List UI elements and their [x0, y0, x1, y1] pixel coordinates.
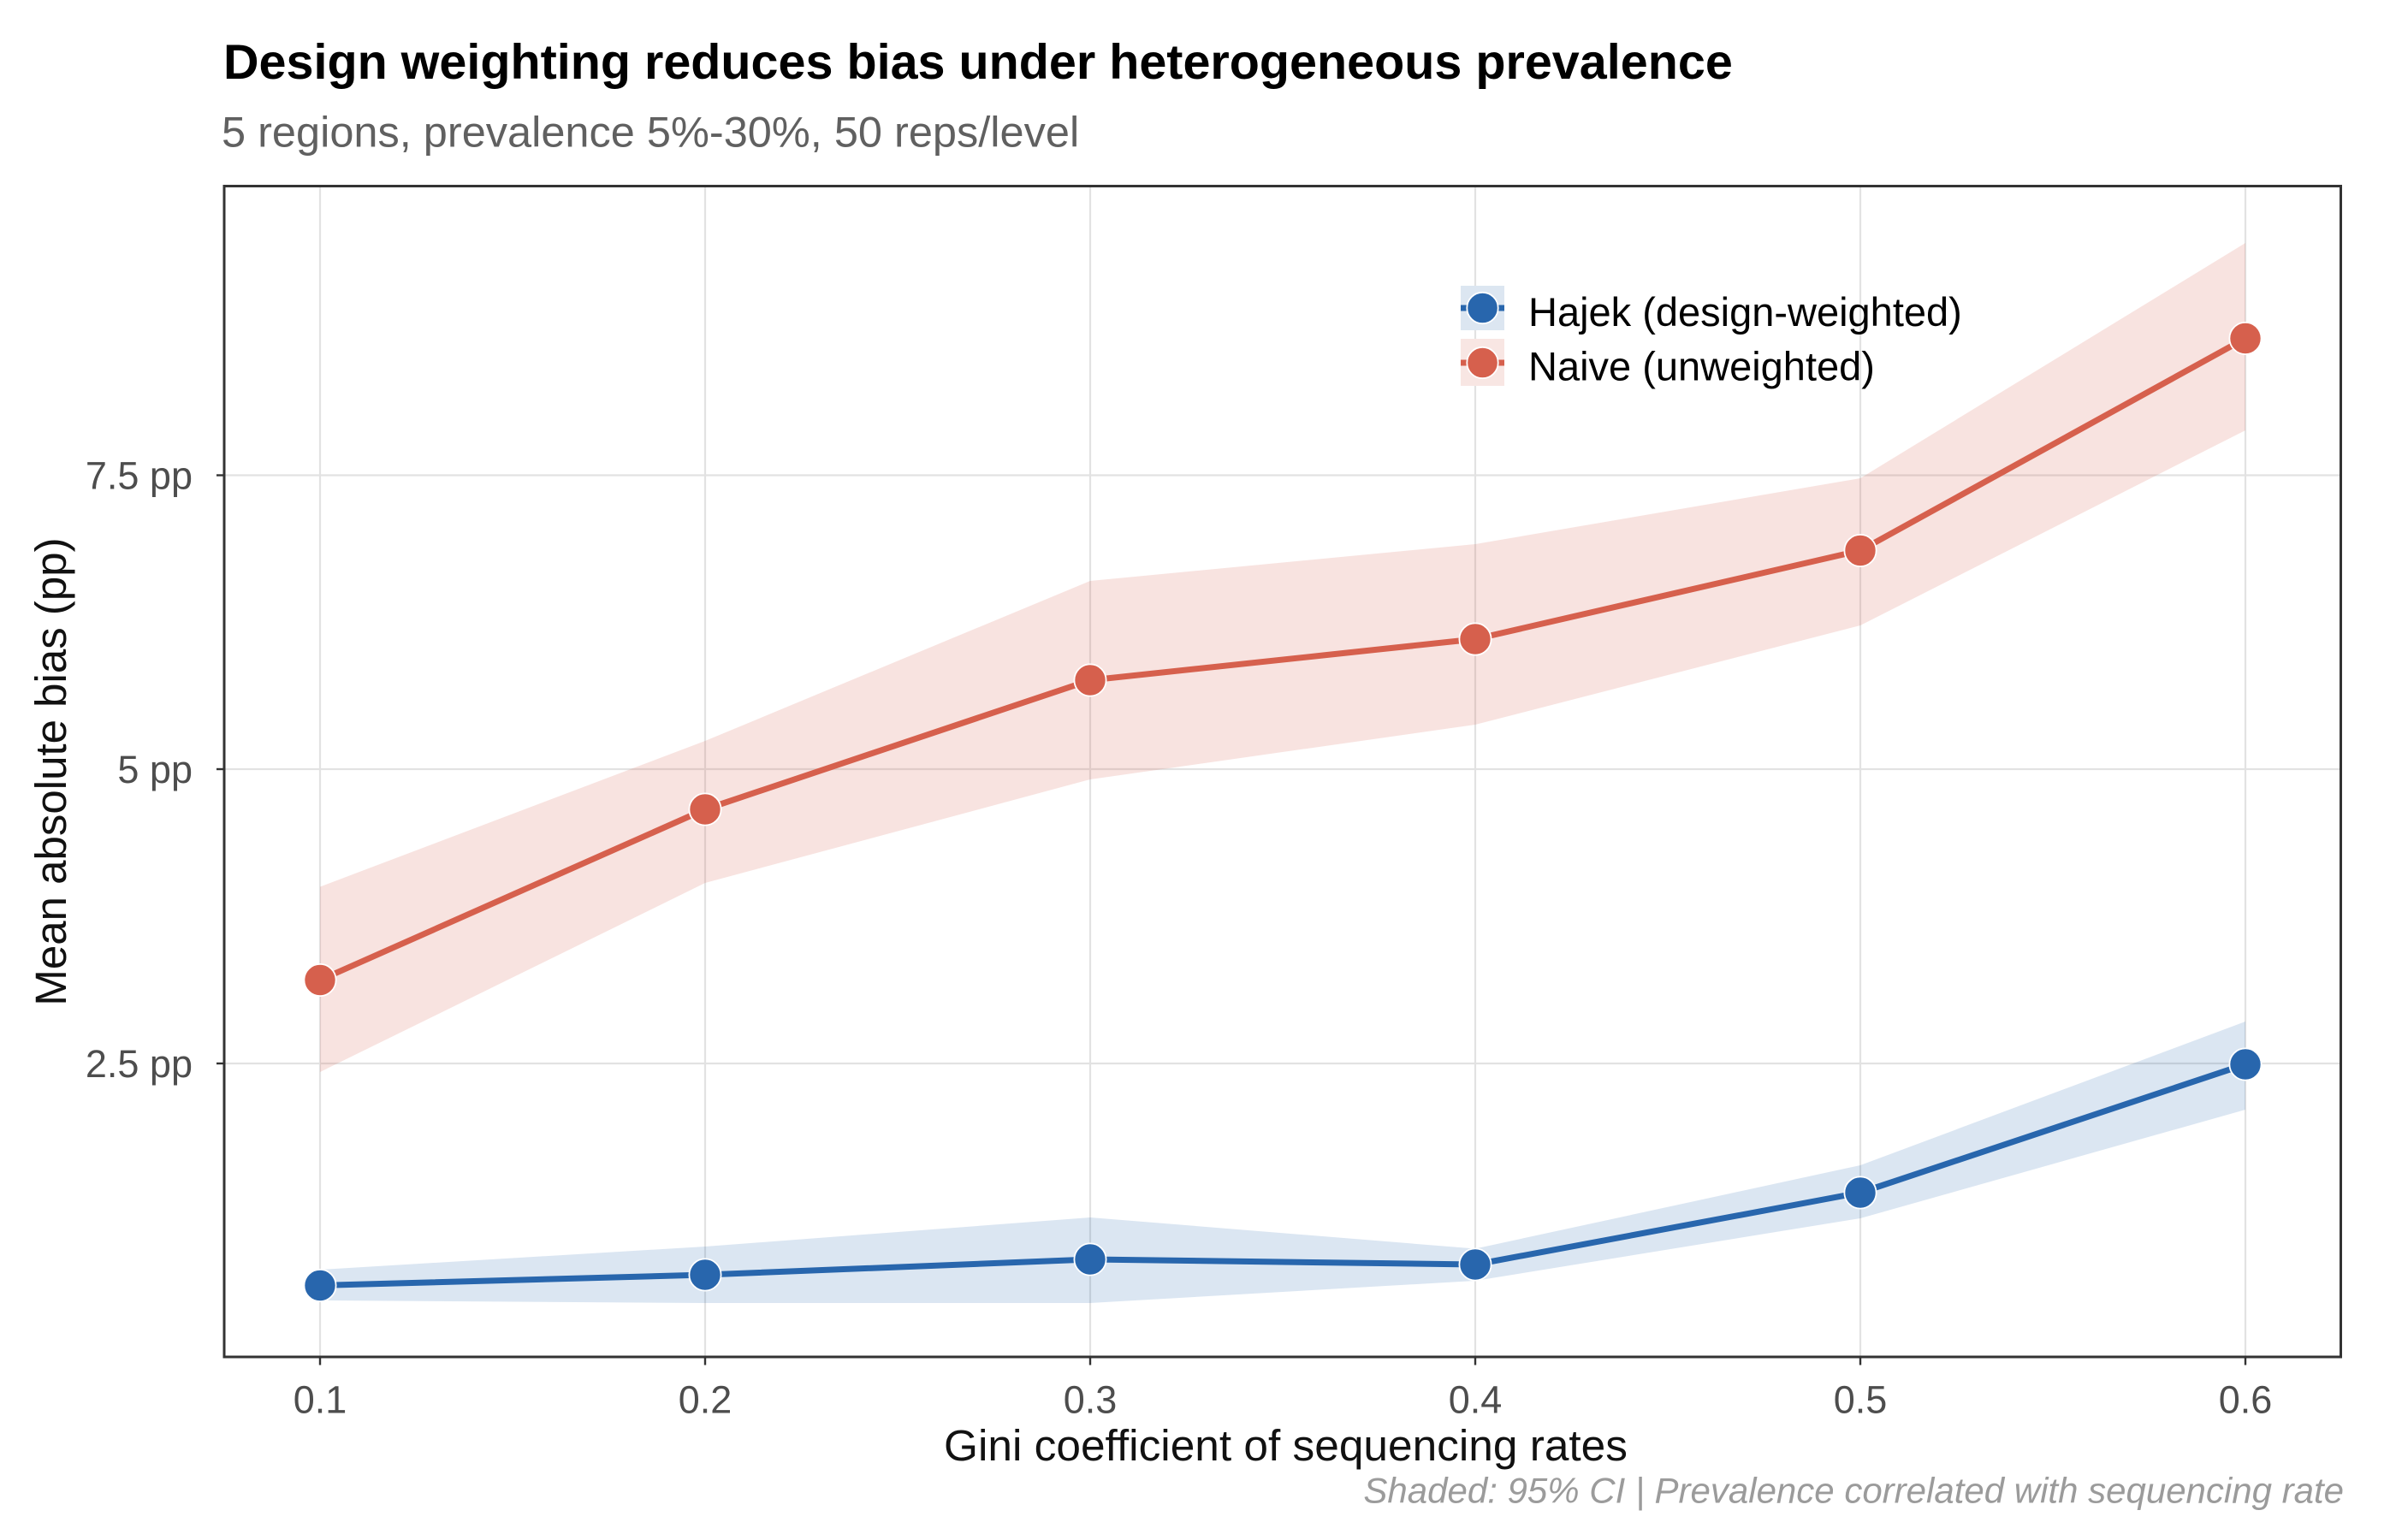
svg-text:7.5 pp: 7.5 pp — [86, 454, 193, 498]
svg-text:Naive (unweighted): Naive (unweighted) — [1528, 343, 1875, 388]
svg-text:Shaded: 95% CI | Prevalence co: Shaded: 95% CI | Prevalence correlated w… — [1363, 1471, 2344, 1512]
svg-text:5 regions, prevalence 5%-30%,: 5 regions, prevalence 5%-30%, 50 reps/le… — [222, 108, 1079, 157]
svg-text:5 pp: 5 pp — [117, 748, 193, 791]
svg-text:0.5: 0.5 — [1834, 1378, 1888, 1422]
svg-text:0.2: 0.2 — [679, 1378, 732, 1422]
svg-text:0.1: 0.1 — [294, 1378, 347, 1422]
svg-text:Mean absolute bias (pp): Mean absolute bias (pp) — [27, 537, 75, 1005]
svg-text:0.3: 0.3 — [1064, 1378, 1118, 1422]
svg-text:Hajek (design-weighted): Hajek (design-weighted) — [1528, 289, 1962, 335]
svg-text:0.4: 0.4 — [1449, 1378, 1503, 1422]
svg-text:0.6: 0.6 — [2219, 1378, 2273, 1422]
svg-text:Gini coefficient of sequencing: Gini coefficient of sequencing rates — [944, 1420, 1628, 1470]
svg-text:Design weighting reduces bias: Design weighting reduces bias under hete… — [223, 35, 1733, 90]
svg-text:2.5 pp: 2.5 pp — [86, 1042, 193, 1086]
